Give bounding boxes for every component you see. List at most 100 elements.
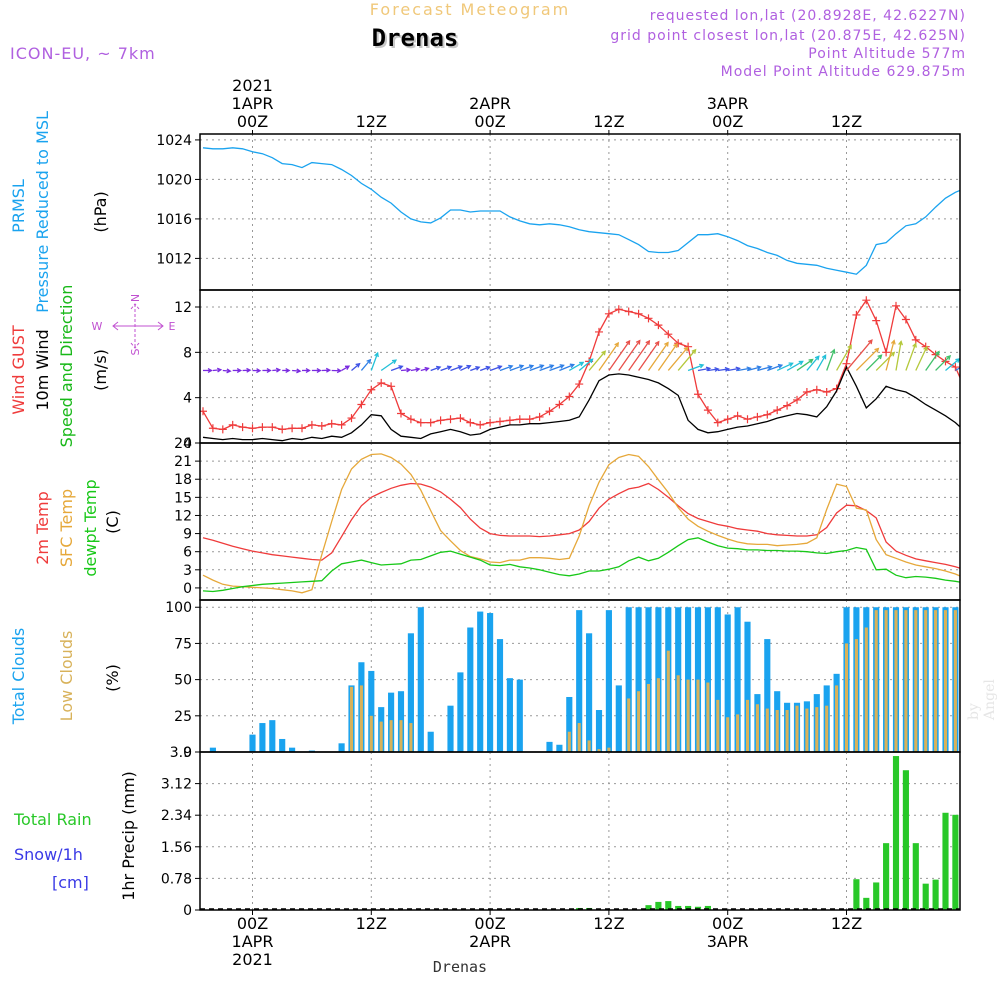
wind-direction-arrow <box>905 342 917 371</box>
wind-direction-arrow <box>499 364 514 372</box>
wind-direction-arrow <box>816 354 827 371</box>
gust-marker <box>456 414 465 423</box>
arrow-head <box>374 351 379 358</box>
bar-total-rain <box>883 843 890 910</box>
arrow-head <box>424 366 430 372</box>
wind-direction-arrow <box>222 368 232 374</box>
top-time-label: 00Z <box>474 112 505 131</box>
compass-rose: N S W E <box>92 294 176 356</box>
bar-total-clouds <box>972 607 978 752</box>
arrow-shaft <box>697 367 710 372</box>
gust-marker <box>317 422 326 430</box>
arrow-shaft <box>400 369 411 372</box>
bar-total-rain <box>645 905 652 910</box>
arrow-shaft <box>875 351 895 371</box>
bar-low-clouds <box>745 699 750 752</box>
arrow-shaft <box>647 342 669 371</box>
low-clouds-label: Low Clouds <box>57 631 76 722</box>
bar-total-clouds <box>724 614 731 752</box>
gust-marker <box>634 309 643 318</box>
gust-marker <box>783 401 792 410</box>
bar-low-clouds <box>755 704 759 752</box>
bar-total-clouds <box>704 607 711 752</box>
gust-marker <box>426 418 435 427</box>
bar-total-clouds <box>269 720 276 752</box>
gust-marker <box>436 416 445 425</box>
y-tick-label: 0 <box>183 436 192 452</box>
gust-marker <box>743 415 752 424</box>
arrow-head <box>406 367 412 373</box>
gust-marker <box>505 416 514 425</box>
bar-low-clouds <box>964 610 967 752</box>
bar-total-clouds <box>259 723 266 752</box>
bar-total-clouds <box>734 607 741 752</box>
arrow-head <box>285 367 291 373</box>
wind-direction-arrow <box>985 368 994 372</box>
bar-total-clouds <box>417 607 424 752</box>
y-tick-label: 3.12 <box>161 777 192 793</box>
bar-total-rain <box>665 901 672 910</box>
y-tick-label: 12 <box>174 300 192 316</box>
gust-marker <box>347 414 356 423</box>
y-tick-label: 75 <box>174 636 192 652</box>
bar-low-clouds <box>349 686 354 752</box>
gust-marker <box>862 296 871 305</box>
bar-low-clouds <box>835 685 839 752</box>
arrow-head <box>466 364 472 370</box>
bottom-time-label: 00Z <box>712 914 743 933</box>
bottom-time-label: 1APR <box>232 932 274 951</box>
bar-total-clouds <box>447 705 454 752</box>
arrow-shaft <box>549 364 564 372</box>
wind-direction-arrow <box>351 362 361 371</box>
top-time-label: 12Z <box>593 112 624 131</box>
y-tick-label: 15 <box>174 490 192 506</box>
wind-direction-arrow <box>707 366 720 372</box>
arrow-shaft <box>975 370 985 371</box>
gust-marker <box>644 314 653 323</box>
bar-total-clouds <box>546 741 553 752</box>
bar-total-clouds <box>496 639 504 752</box>
arrow-shaft <box>578 358 594 371</box>
arrow-shaft <box>410 368 420 372</box>
arrow-shaft <box>499 365 513 372</box>
compass-north: N <box>129 294 142 302</box>
top-time-label: 1APR <box>232 94 274 113</box>
gust-marker <box>852 310 861 319</box>
wind-direction-label: Speed and Direction <box>57 285 76 448</box>
bar-low-clouds <box>577 723 581 752</box>
arrow-shaft <box>360 359 371 371</box>
gust-marker <box>377 378 386 387</box>
arrow-head <box>664 341 669 347</box>
y-tick-label: 1024 <box>156 133 192 149</box>
gust-marker <box>822 388 831 396</box>
gust-marker <box>466 418 475 427</box>
bar-snow-1h <box>976 900 979 910</box>
y-tick-label: 6 <box>183 545 192 561</box>
arrow-head <box>588 358 594 364</box>
pressure-label-long: Pressure Reduced to MSL <box>33 111 52 313</box>
snow-label: Snow/1h <box>14 845 83 864</box>
wind-direction-arrow <box>618 339 641 371</box>
bar-total-clouds <box>516 679 523 752</box>
arrow-shaft <box>707 368 719 372</box>
arrow-head <box>601 350 607 356</box>
compass-west: W <box>92 320 103 333</box>
y-tick-label: 21 <box>174 454 192 470</box>
bar-low-clouds <box>943 610 948 752</box>
arrow-head <box>226 368 232 374</box>
gust-marker <box>515 415 524 424</box>
bar-low-clouds <box>567 731 571 752</box>
wind-direction-arrow <box>687 363 705 372</box>
bar-low-clouds <box>993 610 996 752</box>
wind-direction-arrow <box>935 355 952 371</box>
station-title: Drenas <box>371 24 459 52</box>
wind-direction-arrow <box>895 340 904 371</box>
top-time-label: 2APR <box>469 94 511 113</box>
arrow-head <box>391 359 398 365</box>
y-tick-label: 1016 <box>156 212 192 228</box>
bar-total-rain <box>942 812 949 910</box>
y-tick-label: 3.9 <box>170 745 192 761</box>
bar-low-clouds <box>656 678 660 752</box>
arrow-shaft <box>628 340 650 371</box>
bar-total-rain <box>704 905 711 910</box>
